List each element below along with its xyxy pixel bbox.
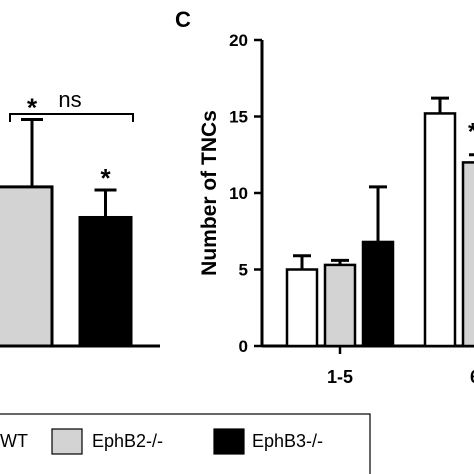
y-tick-label: 15 bbox=[229, 108, 248, 127]
significance-star: * bbox=[468, 118, 474, 145]
left-bar bbox=[78, 215, 133, 348]
left-panel: * * ns bbox=[0, 87, 160, 348]
y-tick-label: 5 bbox=[239, 261, 248, 280]
left-significance-star: * bbox=[100, 163, 111, 193]
legend-label-ephb3: EphB3-/- bbox=[252, 431, 323, 451]
legend-label-wt: WT bbox=[0, 431, 28, 451]
x-tick-label: 6- bbox=[470, 367, 474, 387]
bar bbox=[285, 268, 319, 348]
left-significance-star: * bbox=[27, 93, 38, 123]
bar bbox=[323, 263, 357, 348]
y-tick-label: 20 bbox=[229, 31, 248, 50]
y-axis-title: Number of TNCs bbox=[198, 110, 221, 276]
legend: WT EphB2-/- EphB3-/- bbox=[0, 413, 371, 474]
bar bbox=[361, 240, 395, 348]
comparison-bracket bbox=[9, 113, 134, 122]
bar bbox=[461, 161, 474, 348]
y-tick-label: 10 bbox=[229, 184, 248, 203]
legend-label-ephb2: EphB2-/- bbox=[92, 431, 163, 451]
panel-c-bars: * bbox=[285, 96, 474, 348]
legend-swatch-ephb3 bbox=[213, 428, 245, 455]
panel-c-axes: 0 5 10 15 20 1-5 6- bbox=[229, 31, 474, 387]
comparison-label: ns bbox=[58, 87, 81, 112]
legend-box bbox=[0, 413, 371, 474]
panel-label-c: C bbox=[175, 7, 191, 32]
bar bbox=[423, 112, 457, 348]
legend-swatch-ephb2 bbox=[51, 428, 83, 455]
x-tick-label: 1-5 bbox=[327, 367, 353, 387]
y-tick-label: 0 bbox=[239, 337, 248, 356]
left-bar bbox=[0, 185, 54, 348]
